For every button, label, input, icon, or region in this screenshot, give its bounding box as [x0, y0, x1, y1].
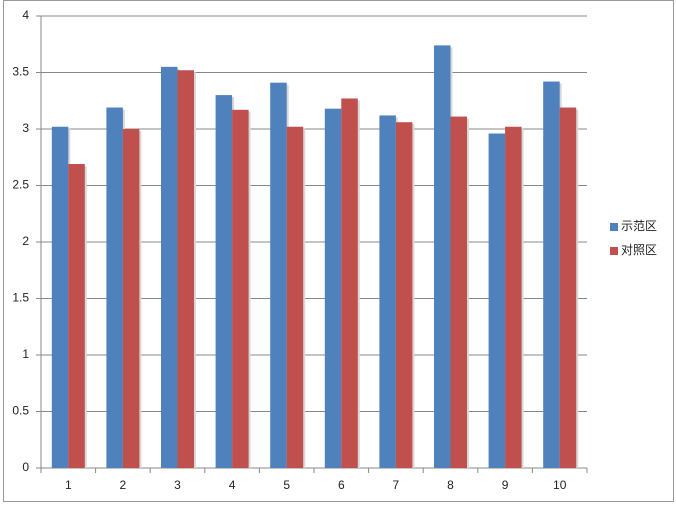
x-tick-label: 5: [283, 478, 290, 492]
x-tick-label: 4: [229, 478, 236, 492]
x-tick-label: 8: [447, 478, 454, 492]
y-tick-label: 3: [22, 121, 29, 135]
bar: [379, 115, 396, 468]
x-tick-label: 10: [553, 478, 567, 492]
bar: [543, 81, 560, 468]
x-tick-label: 3: [174, 478, 181, 492]
bar: [434, 45, 451, 468]
bar: [215, 95, 233, 468]
legend-label: 对照区: [621, 243, 657, 257]
bar: [106, 107, 123, 468]
bar: [232, 109, 249, 468]
y-tick-label: 0: [22, 460, 29, 474]
x-tick-label: 6: [338, 478, 345, 492]
y-tick-label: 2.5: [12, 178, 29, 192]
bar: [286, 126, 304, 469]
y-tick-label: 1.5: [12, 291, 29, 305]
bar: [559, 107, 577, 468]
y-tick-label: 3.5: [12, 65, 29, 79]
y-tick-label: 2: [22, 234, 29, 248]
bar: [450, 116, 467, 468]
bar: [505, 126, 522, 469]
legend-swatch: [610, 247, 618, 255]
bar: [270, 82, 287, 469]
bar: [51, 126, 69, 469]
y-tick-label: 1: [22, 347, 29, 361]
x-tick-label: 1: [65, 478, 72, 492]
x-tick-label: 2: [120, 478, 127, 492]
bar: [324, 108, 342, 468]
y-tick-label: 0.5: [12, 404, 29, 418]
bar: [341, 98, 358, 469]
legend-label: 示范区: [621, 219, 657, 233]
bar: [488, 133, 506, 468]
bar: [122, 129, 140, 468]
bar: [177, 70, 194, 469]
legend-swatch: [610, 223, 618, 231]
bar: [161, 66, 178, 468]
x-tick-label: 7: [393, 478, 400, 492]
x-tick-label: 9: [502, 478, 509, 492]
y-tick-label: 4: [22, 8, 29, 22]
bar: [395, 122, 413, 468]
bar: [68, 164, 85, 468]
